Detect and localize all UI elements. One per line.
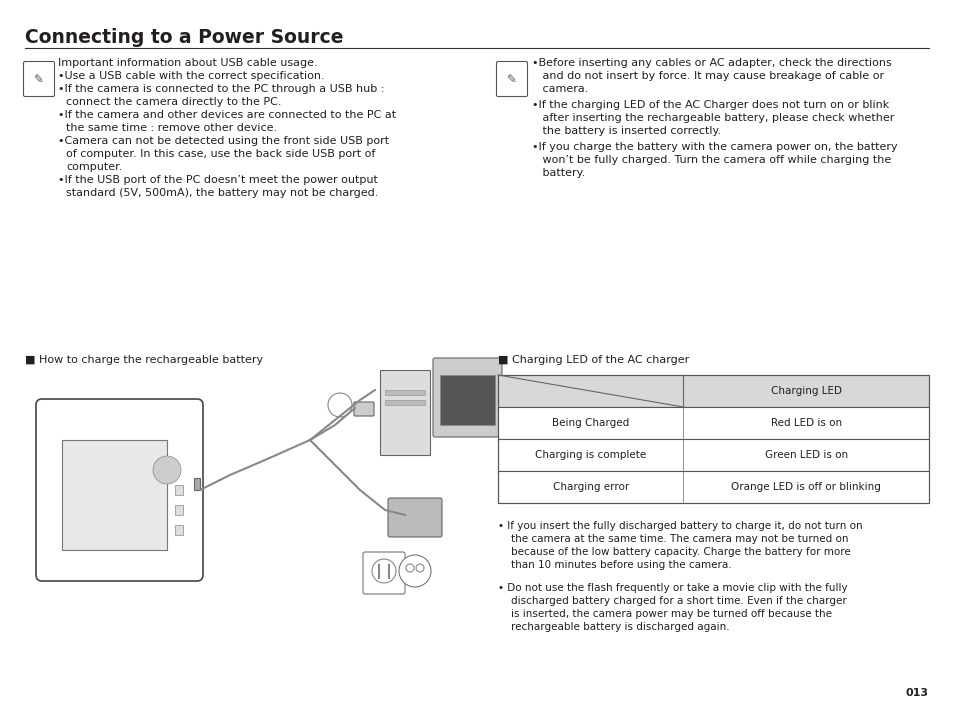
Circle shape: [406, 564, 414, 572]
Text: Orange LED is off or blinking: Orange LED is off or blinking: [730, 482, 881, 492]
Text: •If the camera is connected to the PC through a USB hub :: •If the camera is connected to the PC th…: [58, 84, 384, 94]
Text: discharged battery charged for a short time. Even if the charger: discharged battery charged for a short t…: [497, 596, 846, 606]
Text: and do not insert by force. It may cause breakage of cable or: and do not insert by force. It may cause…: [532, 71, 883, 81]
Text: Charging is complete: Charging is complete: [535, 450, 645, 460]
Bar: [174, 525, 183, 535]
Circle shape: [328, 393, 352, 417]
Text: •If the USB port of the PC doesn’t meet the power output: •If the USB port of the PC doesn’t meet …: [58, 175, 377, 185]
FancyBboxPatch shape: [388, 498, 441, 537]
Text: 013: 013: [905, 688, 928, 698]
FancyBboxPatch shape: [354, 402, 374, 416]
Text: battery.: battery.: [532, 168, 584, 178]
Bar: [385, 400, 424, 405]
Text: Connecting to a Power Source: Connecting to a Power Source: [25, 28, 343, 47]
Text: the camera at the same time. The camera may not be turned on: the camera at the same time. The camera …: [497, 534, 847, 544]
Text: because of the low battery capacity. Charge the battery for more: because of the low battery capacity. Cha…: [497, 547, 850, 557]
Text: •If you charge the battery with the camera power on, the battery: •If you charge the battery with the came…: [532, 142, 897, 152]
Text: •Before inserting any cables or AC adapter, check the directions: •Before inserting any cables or AC adapt…: [532, 58, 891, 68]
Text: • If you insert the fully discharged battery to charge it, do not turn on: • If you insert the fully discharged bat…: [497, 521, 862, 531]
Text: Being Charged: Being Charged: [552, 418, 629, 428]
Text: •Camera can not be detected using the front side USB port: •Camera can not be detected using the fr…: [58, 136, 389, 146]
Text: than 10 minutes before using the camera.: than 10 minutes before using the camera.: [497, 560, 731, 570]
Circle shape: [416, 564, 423, 572]
Bar: [193, 478, 200, 490]
Text: Green LED is on: Green LED is on: [763, 450, 847, 460]
Text: the battery is inserted correctly.: the battery is inserted correctly.: [532, 126, 720, 136]
Text: Charging error: Charging error: [552, 482, 628, 492]
Bar: [497, 375, 928, 503]
FancyBboxPatch shape: [496, 61, 527, 96]
Bar: [174, 485, 183, 495]
Text: ✎: ✎: [34, 73, 44, 86]
Text: won’t be fully charged. Turn the camera off while charging the: won’t be fully charged. Turn the camera …: [532, 155, 890, 165]
Text: is inserted, the camera power may be turned off because the: is inserted, the camera power may be tur…: [497, 609, 831, 619]
Text: after inserting the rechargeable battery, please check whether: after inserting the rechargeable battery…: [532, 113, 893, 123]
FancyBboxPatch shape: [433, 358, 501, 437]
FancyBboxPatch shape: [363, 552, 405, 594]
Bar: [497, 439, 928, 471]
Text: ✎: ✎: [507, 73, 517, 86]
Circle shape: [372, 559, 395, 583]
Text: ■ How to charge the rechargeable battery: ■ How to charge the rechargeable battery: [25, 355, 263, 365]
Text: computer.: computer.: [66, 162, 122, 172]
Text: of computer. In this case, use the back side USB port of: of computer. In this case, use the back …: [66, 149, 375, 159]
Text: •If the camera and other devices are connected to the PC at: •If the camera and other devices are con…: [58, 110, 395, 120]
Text: connect the camera directly to the PC.: connect the camera directly to the PC.: [66, 97, 281, 107]
Bar: [497, 471, 928, 503]
Text: camera.: camera.: [532, 84, 588, 94]
Text: ■ Charging LED of the AC charger: ■ Charging LED of the AC charger: [497, 355, 688, 365]
Bar: [379, 370, 430, 455]
Text: the same time : remove other device.: the same time : remove other device.: [66, 123, 276, 133]
Text: rechargeable battery is discharged again.: rechargeable battery is discharged again…: [497, 622, 729, 632]
Text: Red LED is on: Red LED is on: [770, 418, 841, 428]
Bar: [497, 375, 928, 407]
Text: •If the charging LED of the AC Charger does not turn on or blink: •If the charging LED of the AC Charger d…: [532, 100, 888, 110]
Bar: [439, 375, 495, 425]
Bar: [62, 440, 167, 550]
Bar: [497, 407, 928, 439]
Text: • Do not use the flash frequently or take a movie clip with the fully: • Do not use the flash frequently or tak…: [497, 583, 846, 593]
FancyBboxPatch shape: [36, 399, 203, 581]
Text: standard (5V, 500mA), the battery may not be charged.: standard (5V, 500mA), the battery may no…: [66, 188, 378, 198]
Circle shape: [152, 456, 181, 484]
Text: Important information about USB cable usage.: Important information about USB cable us…: [58, 58, 317, 68]
Text: •Use a USB cable with the correct specification.: •Use a USB cable with the correct specif…: [58, 71, 324, 81]
Bar: [385, 390, 424, 395]
FancyBboxPatch shape: [24, 61, 54, 96]
Text: Charging LED: Charging LED: [770, 386, 841, 396]
Circle shape: [398, 555, 431, 587]
Bar: [174, 505, 183, 515]
